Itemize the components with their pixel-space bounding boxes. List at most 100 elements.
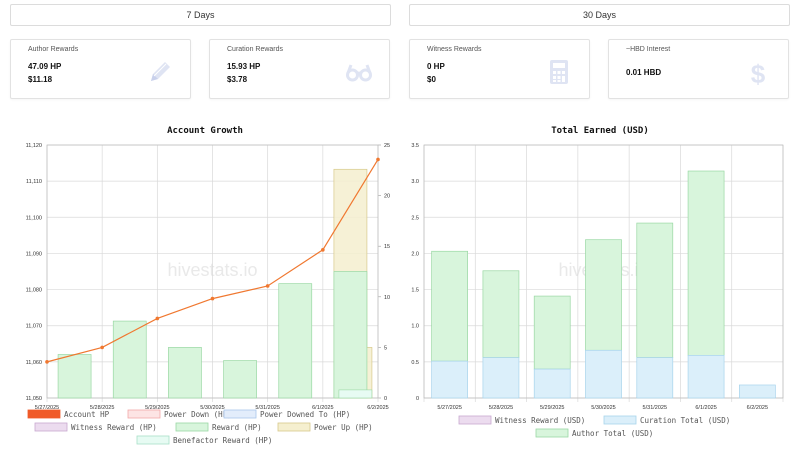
x-tick-label: 5/31/2025 xyxy=(255,405,279,411)
account-hp-point xyxy=(210,296,215,301)
legend-label: Power Up (HP) xyxy=(314,423,373,432)
account-growth-title: Account Growth xyxy=(167,126,243,136)
reward-bar xyxy=(333,271,368,399)
legend-swatch xyxy=(603,415,637,425)
x-tick-label: 5/29/2025 xyxy=(145,405,169,411)
total-earned-title: Total Earned (USD) xyxy=(551,126,649,136)
y-left-tick-label: 11,120 xyxy=(26,143,42,149)
reward-bar xyxy=(112,320,147,399)
legend-swatch xyxy=(136,435,170,445)
period-7-days-button[interactable]: 7 Days xyxy=(10,4,391,26)
y-left-tick-label: 11,110 xyxy=(26,179,42,185)
curation-total-bar xyxy=(636,357,674,399)
legend-swatch xyxy=(34,422,68,432)
author-total-bar xyxy=(585,239,622,351)
y-right-tick-label: 20 xyxy=(384,194,390,200)
pencil-icon xyxy=(151,62,170,81)
author-total-bar xyxy=(431,250,468,362)
legend-label: Curation Total (USD) xyxy=(640,416,730,425)
x-tick-label: 6/2/2025 xyxy=(367,405,388,411)
y-tick-label: 3.0 xyxy=(411,179,419,185)
x-tick-label: 5/28/2025 xyxy=(90,405,114,411)
y-left-tick-label: 11,080 xyxy=(26,288,42,294)
hbd-interest-title: ~HBD Interest xyxy=(626,46,671,53)
legend-label: Witness Reward (HP) xyxy=(71,423,157,432)
account-hp-point xyxy=(100,345,104,350)
account-hp-point xyxy=(155,316,160,321)
y-right-tick-label: 15 xyxy=(384,244,390,250)
calculator-icon xyxy=(550,60,568,84)
svg-text:$: $ xyxy=(751,59,766,86)
y-tick-label: 0.5 xyxy=(411,360,419,366)
x-tick-label: 5/30/2025 xyxy=(200,405,224,411)
curation-total-bar xyxy=(687,355,725,399)
author-total-bar xyxy=(687,170,725,356)
y-right-tick-label: 5 xyxy=(384,345,387,351)
x-tick-label: 6/1/2025 xyxy=(312,405,333,411)
x-tick-label: 5/27/2025 xyxy=(35,405,59,411)
curation-total-bar xyxy=(533,368,571,399)
curation-total-bar xyxy=(431,360,468,399)
reward-bar xyxy=(278,283,313,399)
benefactor-bar xyxy=(338,389,373,399)
glasses-icon xyxy=(346,64,372,82)
hbd-interest-card: ~HBD Interest 0.01 HBD $ xyxy=(608,39,789,99)
curation-total-bar xyxy=(482,357,520,399)
legend-swatch xyxy=(277,422,311,432)
author-total-bar xyxy=(482,270,520,358)
curation-rewards-title: Curation Rewards xyxy=(227,46,284,53)
y-tick-label: 3.5 xyxy=(411,143,419,149)
legend-label: Power Downed To (HP) xyxy=(260,410,350,419)
reward-bar xyxy=(223,360,257,399)
legend-label: Author Total (USD) xyxy=(572,429,653,438)
curation-total-bar xyxy=(585,349,622,399)
witness-rewards-title: Witness Rewards xyxy=(427,46,482,53)
y-tick-label: 1.0 xyxy=(411,324,419,330)
account-hp-point xyxy=(321,248,325,252)
curation-total-bar xyxy=(739,384,776,399)
x-tick-label: 6/2/2025 xyxy=(747,405,768,411)
curation-rewards-card: Curation Rewards 15.93 HP $3.78 xyxy=(209,39,390,99)
plot-frame xyxy=(46,144,379,399)
y-left-tick-label: 11,100 xyxy=(26,215,42,221)
reward-bar xyxy=(168,347,202,399)
y-left-tick-label: 11,060 xyxy=(26,360,42,366)
y-left-tick-label: 11,070 xyxy=(26,324,42,330)
y-tick-label: 1.5 xyxy=(411,288,419,294)
x-tick-label: 6/1/2025 xyxy=(695,405,716,411)
period-30-days-button[interactable]: 30 Days xyxy=(409,4,790,26)
y-left-tick-label: 11,090 xyxy=(26,251,42,257)
legend-label: Account HP xyxy=(64,410,110,419)
witness-rewards-usd: $0 xyxy=(427,75,436,84)
account-hp-point xyxy=(45,360,49,364)
legend-label: Witness Reward (USD) xyxy=(495,416,585,425)
account-hp-point xyxy=(265,284,270,288)
y-tick-label: 2.5 xyxy=(411,215,419,221)
legend-swatch xyxy=(127,409,161,419)
x-tick-label: 5/28/2025 xyxy=(489,405,513,411)
total-earned-chart: hivestats.io00.51.01.52.02.53.03.55/27/2… xyxy=(411,143,784,438)
account-hp-point xyxy=(376,157,380,162)
legend-label: Power Down (HP) xyxy=(164,410,232,419)
y-right-tick-label: 0 xyxy=(384,396,387,402)
author-rewards-title: Author Rewards xyxy=(28,46,79,53)
legend-swatch xyxy=(27,409,61,419)
y-right-tick-label: 25 xyxy=(384,143,390,149)
author-rewards-hp: 47.09 HP xyxy=(28,62,62,71)
x-tick-label: 5/30/2025 xyxy=(591,405,615,411)
y-right-tick-label: 10 xyxy=(384,295,390,301)
y-left-tick-label: 11,050 xyxy=(26,396,42,402)
author-rewards-usd: $11.18 xyxy=(28,75,53,84)
witness-rewards-card: Witness Rewards 0 HP $0 xyxy=(409,39,590,99)
curation-rewards-hp: 15.93 HP xyxy=(227,62,261,71)
dollar-icon: $ xyxy=(751,59,766,86)
reward-bar xyxy=(57,354,92,399)
curation-rewards-usd: $3.78 xyxy=(227,75,248,84)
legend-label: Reward (HP) xyxy=(212,423,262,432)
x-tick-label: 5/29/2025 xyxy=(540,405,564,411)
y-tick-label: 0 xyxy=(416,396,419,402)
legend-swatch xyxy=(175,422,209,432)
legend-swatch xyxy=(535,428,569,438)
account-growth-chart: hivestats.io11,05011,06011,07011,08011,0… xyxy=(26,143,391,445)
y-tick-label: 2.0 xyxy=(411,251,419,257)
